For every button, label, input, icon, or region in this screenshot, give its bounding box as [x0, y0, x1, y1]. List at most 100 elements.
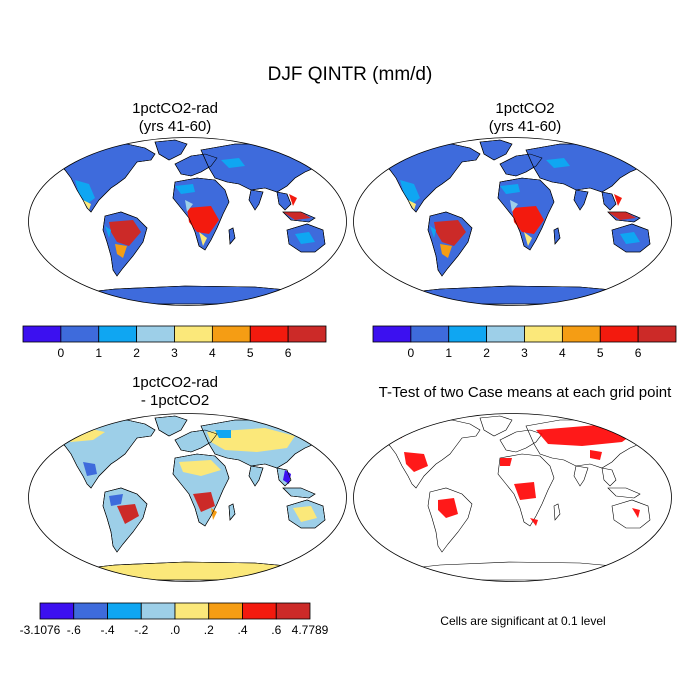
colorbar-tick-label: -.6 — [67, 623, 81, 637]
field-region — [199, 232, 207, 246]
colorbar-swatch — [140, 602, 176, 620]
colorbar-tick-label: 0 — [58, 346, 65, 360]
colorbar-tick-label: 3 — [171, 346, 178, 360]
colorbar-tick-label: .4 — [237, 623, 247, 637]
panel-3-title-line1: 1pctCO2-rad — [132, 374, 218, 391]
panel-1-title-line2: (yrs 41-60) — [138, 118, 212, 135]
colorbar-tick-label: 1 — [95, 346, 102, 360]
colorbar-swatch — [372, 325, 412, 343]
field-region — [175, 184, 195, 194]
field-region — [434, 220, 466, 246]
field-region — [109, 220, 141, 246]
field-region — [283, 470, 291, 484]
colorbar-tick-label: .6 — [271, 623, 281, 637]
field-region — [185, 200, 193, 212]
significant-region — [530, 518, 538, 526]
colorbar-tick-label: .0 — [170, 623, 180, 637]
panel-4-title: T-Test of two Case means at each grid po… — [355, 384, 695, 402]
colorbar-swatch — [107, 602, 142, 620]
map-panel-1 — [28, 137, 347, 306]
colorbar-panel-3: -3.1076 -.6 -.4 -.2 .0 .2 .4 .6 4.7789 — [20, 602, 329, 637]
landmass-greenland — [479, 415, 513, 437]
colorbar-tick-label: -.4 — [100, 623, 114, 637]
colorbar-swatch — [486, 325, 525, 343]
map-panel-3 — [28, 413, 347, 582]
colorbar-panel-3-content: -3.1076 -.6 -.4 -.2 .0 .2 .4 .6 4.7789 — [20, 602, 329, 637]
field-region — [620, 232, 640, 244]
field-region — [408, 200, 416, 210]
field-region — [608, 212, 636, 220]
colorbar-panel-2: 0 1 2 3 4 5 6 — [372, 325, 677, 360]
field-region — [115, 244, 127, 258]
map-frame — [353, 413, 672, 582]
panel-1-title: 1pctCO2-rad (yrs 41-60) — [25, 100, 325, 136]
colorbar-tick-label: 0 — [408, 346, 415, 360]
field-region — [211, 508, 217, 520]
field-region — [215, 430, 231, 438]
field-region — [510, 200, 518, 212]
field-region — [105, 226, 111, 238]
panel-3-title: 1pctCO2-rad - 1pctCO2 — [25, 374, 325, 410]
landmass-indonesia — [607, 487, 641, 499]
field-region — [221, 158, 245, 168]
landmass-europe — [499, 429, 543, 453]
colorbar-swatch — [287, 325, 327, 343]
colorbar-swatch — [73, 602, 108, 620]
colorbar-swatch — [174, 602, 210, 620]
colorbar-swatch — [136, 325, 175, 343]
landmass-samerica — [427, 487, 473, 553]
colorbar-swatch — [22, 325, 62, 343]
colorbar-tick-label: 4.7789 — [292, 623, 329, 637]
colorbar-swatch — [249, 325, 289, 343]
panel-4-title-line1: T-Test of two Case means at each grid po… — [378, 384, 672, 401]
field-region — [289, 194, 297, 206]
landmass-madagascar — [553, 503, 561, 521]
colorbar-swatch — [39, 602, 75, 620]
colorbar-swatch — [524, 325, 563, 343]
colorbar-swatch — [98, 325, 138, 343]
colorbar-swatch — [410, 325, 450, 343]
colorbar-tick-label: 4 — [559, 346, 566, 360]
colorbar-tick-label: 2 — [483, 346, 490, 360]
map-frame — [353, 137, 672, 306]
colorbar-swatch — [242, 602, 277, 620]
significant-region — [514, 482, 536, 500]
field-region — [109, 494, 123, 506]
figure-title: DJF QINTR (mm/d) — [267, 64, 433, 85]
colorbar-swatch — [637, 325, 677, 343]
landmass-namerica — [377, 419, 481, 489]
field-region — [117, 504, 139, 524]
panel-3-title-line2: - 1pctCO2 — [140, 392, 210, 409]
colorbar-tick-label: .2 — [204, 623, 214, 637]
panel-2-title-line2: (yrs 41-60) — [488, 118, 562, 135]
field-region — [524, 232, 532, 246]
map-panel-4 — [353, 413, 672, 582]
field-region — [546, 158, 570, 168]
landmass-india — [573, 465, 589, 487]
colorbar-tick-label: 4 — [209, 346, 216, 360]
colorbar-panel-1: 0 1 2 3 4 5 6 — [22, 325, 327, 360]
map-panel-1-content — [28, 137, 347, 306]
significant-region — [500, 458, 512, 466]
colorbar-tick-label: 3 — [521, 346, 528, 360]
colorbar-swatch — [174, 325, 213, 343]
colorbar-swatch — [599, 325, 639, 343]
colorbar-panel-2-content: 0 1 2 3 4 5 6 — [372, 325, 677, 360]
colorbar-tick-label: 6 — [285, 346, 292, 360]
colorbar-tick-label: 1 — [445, 346, 452, 360]
field-region — [83, 462, 97, 476]
colorbar-swatch — [561, 325, 601, 343]
field-region — [293, 506, 317, 522]
colorbar-swatch — [448, 325, 488, 343]
colorbar-tick-label: 5 — [247, 346, 254, 360]
colorbar-tick-label: -3.1076 — [20, 623, 61, 637]
colorbar-tick-label: -.2 — [134, 623, 148, 637]
colorbar-swatch — [60, 325, 100, 343]
field-region — [83, 200, 91, 210]
landmass-seasia — [601, 467, 617, 487]
field-region — [193, 492, 215, 512]
field-region — [283, 212, 311, 220]
panel-2-title-line1: 1pctCO2 — [495, 100, 555, 117]
field-region — [430, 226, 436, 238]
significant-region — [438, 498, 458, 518]
